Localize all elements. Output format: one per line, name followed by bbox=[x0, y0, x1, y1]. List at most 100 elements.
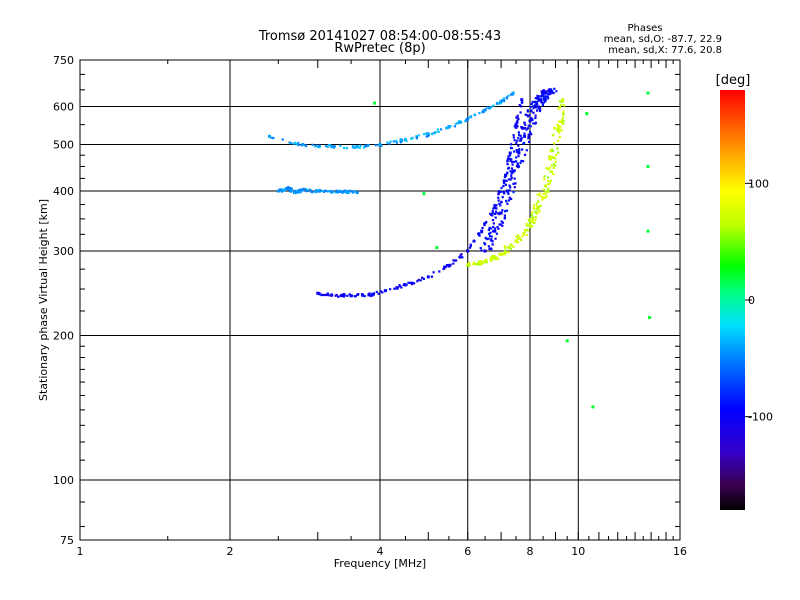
trace-dot bbox=[548, 182, 551, 185]
trace-dot bbox=[472, 262, 475, 266]
data-point bbox=[499, 99, 503, 103]
trace-dot bbox=[377, 292, 380, 295]
trace-dot bbox=[519, 139, 523, 142]
trace-dot bbox=[290, 187, 293, 190]
trace-dot bbox=[486, 106, 489, 109]
data-point bbox=[330, 293, 334, 297]
data-point bbox=[646, 229, 650, 233]
trace-dot bbox=[480, 249, 483, 252]
trace-dot bbox=[562, 122, 565, 125]
trace-dot bbox=[529, 217, 532, 221]
trace-dot bbox=[501, 99, 504, 102]
trace-dot bbox=[524, 230, 527, 233]
trace-dot bbox=[557, 120, 561, 123]
trace-dot bbox=[528, 220, 531, 223]
trace-dot bbox=[512, 134, 515, 137]
trace-dot bbox=[495, 102, 499, 105]
trace-dot bbox=[388, 288, 392, 291]
trace-dot bbox=[363, 295, 366, 298]
trace-dot bbox=[491, 210, 494, 213]
trace-dot bbox=[523, 228, 526, 232]
phase-x-stats: mean, sd,X: 77.6, 20.8 bbox=[608, 45, 722, 56]
trace-dot bbox=[288, 141, 291, 144]
trace-dot bbox=[483, 243, 487, 246]
trace-dot bbox=[411, 136, 414, 140]
trace-dot bbox=[539, 95, 543, 98]
trace-dot bbox=[395, 139, 398, 143]
trace-dot bbox=[510, 167, 514, 170]
trace-dot bbox=[552, 172, 555, 176]
trace-dot bbox=[280, 188, 283, 191]
trace-dot bbox=[527, 135, 530, 138]
trace-dot bbox=[515, 156, 518, 159]
trace-dot bbox=[526, 109, 529, 112]
trace-dot bbox=[547, 155, 551, 158]
y-tick-label: 75 bbox=[60, 534, 74, 547]
trace-dot bbox=[356, 293, 359, 296]
trace-dot bbox=[379, 290, 383, 293]
trace-dot bbox=[509, 93, 512, 96]
trace-dot bbox=[489, 106, 493, 109]
trace-dot bbox=[515, 160, 518, 163]
trace-dot bbox=[459, 120, 462, 123]
trace-dot bbox=[513, 139, 516, 142]
trace-dot bbox=[543, 175, 546, 178]
trace-dot bbox=[557, 107, 560, 110]
x-tick-label: 2 bbox=[227, 545, 234, 558]
trace-dot bbox=[515, 235, 518, 238]
trace-dot bbox=[483, 241, 486, 245]
trace-dot bbox=[504, 246, 507, 249]
trace-dot bbox=[297, 189, 301, 192]
trace-dot bbox=[392, 140, 395, 143]
trace-dot bbox=[493, 254, 496, 258]
trace-dot bbox=[499, 223, 503, 226]
trace-dot bbox=[532, 106, 535, 110]
trace-dot bbox=[505, 209, 509, 212]
trace-dot bbox=[356, 146, 359, 149]
trace-dot bbox=[410, 137, 413, 140]
trace-dot bbox=[518, 148, 521, 151]
trace-dot bbox=[525, 128, 528, 131]
trace-dot bbox=[495, 257, 498, 261]
data-point bbox=[499, 211, 503, 215]
trace-dot bbox=[549, 149, 553, 153]
trace-dot bbox=[369, 294, 373, 298]
trace-dot bbox=[538, 107, 542, 110]
trace-dot bbox=[491, 230, 495, 233]
trace-dot bbox=[359, 144, 362, 147]
trace-dot bbox=[546, 92, 550, 96]
trace-dot bbox=[499, 204, 502, 207]
trace-dot bbox=[489, 247, 493, 250]
trace-dot bbox=[326, 145, 329, 148]
trace-dot bbox=[372, 292, 375, 295]
trace-dot bbox=[483, 249, 486, 253]
trace-dot bbox=[537, 107, 540, 110]
data-point bbox=[502, 179, 506, 183]
trace-dot bbox=[438, 270, 441, 273]
colorbar-ticks: 100 0 -100 bbox=[745, 177, 773, 424]
trace-dot bbox=[481, 262, 484, 265]
trace-dot bbox=[314, 191, 317, 194]
trace-dot bbox=[529, 225, 533, 228]
trace-dot bbox=[506, 171, 509, 174]
trace-dot bbox=[334, 294, 337, 297]
trace-dot bbox=[297, 143, 300, 147]
trace-dot bbox=[516, 234, 520, 237]
trace-dot bbox=[330, 190, 334, 193]
trace-dot bbox=[542, 188, 546, 191]
trace-dot bbox=[416, 280, 419, 283]
colorbar bbox=[720, 90, 745, 510]
trace-dot bbox=[498, 211, 501, 214]
data-point bbox=[514, 123, 518, 127]
trace-dot bbox=[555, 153, 558, 157]
trace-dot bbox=[506, 159, 509, 162]
trace-dot bbox=[520, 125, 523, 129]
trace-dot bbox=[553, 87, 556, 90]
trace-dot bbox=[508, 196, 511, 199]
trace-dot bbox=[454, 122, 458, 126]
trace-dot bbox=[335, 293, 338, 297]
trace-dot bbox=[344, 191, 348, 194]
trace-dot bbox=[530, 102, 533, 106]
trace-dot bbox=[498, 102, 501, 105]
trace-dot bbox=[483, 223, 486, 227]
